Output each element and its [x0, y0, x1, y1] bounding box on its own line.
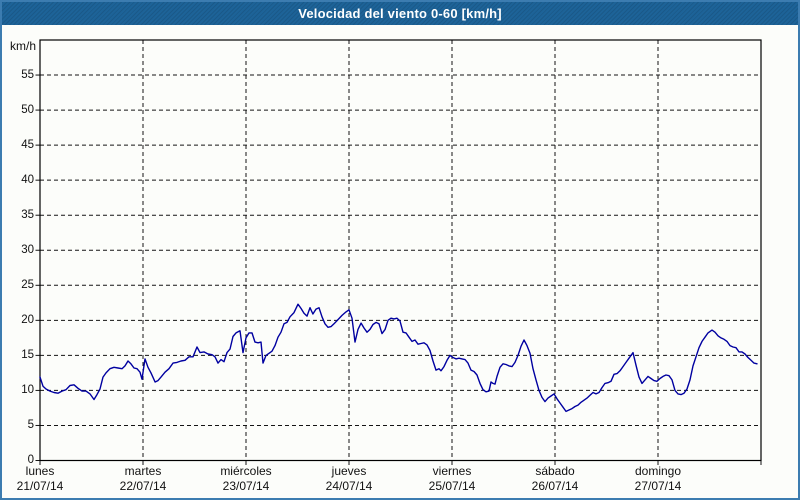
day-date: 24/07/14: [325, 478, 373, 493]
y-tick-label: 20: [21, 313, 34, 326]
chart-title: Velocidad del viento 0-60 [km/h]: [298, 6, 502, 21]
day-date: 27/07/14: [634, 478, 682, 493]
plot-border: [39, 39, 762, 462]
day-name: sábado: [535, 464, 575, 478]
day-date: 25/07/14: [428, 478, 476, 493]
x-tick-label: miércoles 23/07/14: [201, 464, 291, 493]
day-name: miércoles: [220, 464, 272, 478]
x-tick-label: domingo 27/07/14: [613, 464, 703, 493]
day-date: 22/07/14: [119, 478, 167, 493]
day-name: viernes: [432, 464, 472, 478]
day-date: 21/07/14: [16, 478, 64, 493]
y-tick-label: 40: [21, 173, 34, 186]
y-tick-label: 35: [21, 208, 34, 221]
x-tick-label: martes 22/07/14: [98, 464, 188, 493]
day-name: domingo: [634, 464, 682, 478]
y-tick-label: 5: [27, 418, 34, 431]
x-tick-label: sábado 26/07/14: [510, 464, 600, 493]
y-tick-label: 45: [21, 138, 34, 151]
x-tick-label: lunes 21/07/14: [0, 464, 85, 493]
y-axis-unit-label: km/h: [9, 39, 36, 53]
x-tick-label: viernes 25/07/14: [407, 464, 497, 493]
day-name: martes: [124, 464, 162, 478]
day-date: 23/07/14: [222, 478, 270, 493]
y-tick-label: 10: [21, 383, 34, 396]
x-tick-label: jueves 24/07/14: [304, 464, 394, 493]
y-tick-label: 25: [21, 278, 34, 291]
day-name: lunes: [25, 464, 55, 478]
y-tick-label: 0: [27, 454, 34, 466]
day-name: jueves: [331, 464, 367, 478]
wind-speed-series-line: [39, 303, 758, 413]
y-tick-label: 55: [21, 68, 34, 81]
y-tick-label: 15: [21, 348, 34, 361]
y-tick-label: 50: [21, 103, 34, 116]
y-tick-label: 30: [21, 243, 34, 256]
chart-title-bar: Velocidad del viento 0-60 [km/h]: [2, 2, 798, 25]
day-date: 26/07/14: [531, 478, 579, 493]
